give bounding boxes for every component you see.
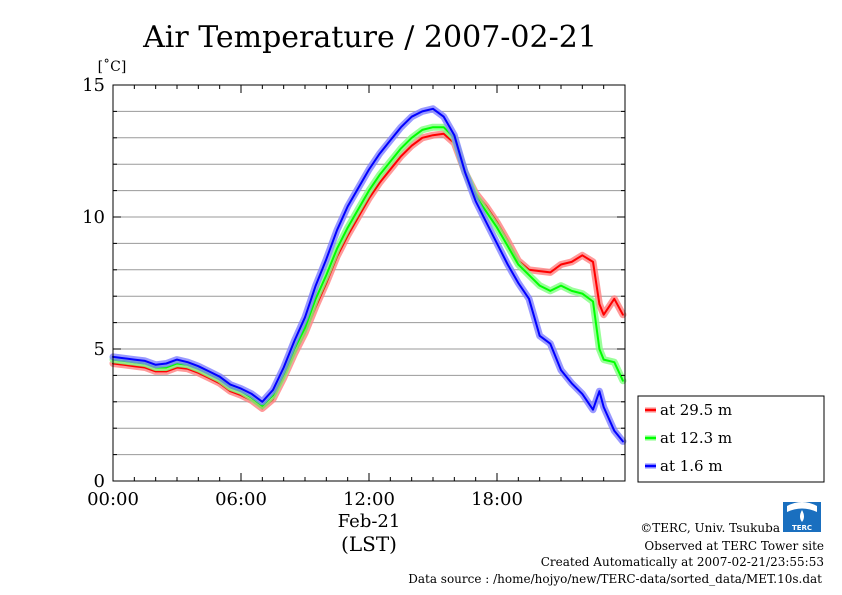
y-tick-label: 0	[94, 471, 105, 492]
x-tick-label: 12:00	[343, 489, 395, 510]
legend: at 29.5 m at 12.3 m at 1.6 m	[637, 395, 825, 483]
credit-site: Observed at TERC Tower site	[644, 539, 824, 553]
legend-box	[637, 395, 825, 483]
series-line-3	[112, 107, 624, 443]
x-date-label: Feb-21	[338, 511, 401, 532]
y-tick-label: 5	[94, 339, 105, 360]
chart-title: Air Temperature / 2007-02-21	[142, 20, 597, 55]
credit-created: Created Automatically at 2007-02-21/23:5…	[541, 555, 824, 569]
legend-label: at 12.3 m	[660, 429, 732, 447]
x-zone-label: (LST)	[341, 532, 397, 556]
legend-label: at 29.5 m	[660, 401, 732, 419]
series-layer	[109, 105, 627, 445]
y-axis-unit: [˚C]	[98, 58, 127, 75]
plot-frame	[112, 84, 626, 482]
logo-text: TERC	[792, 524, 812, 532]
x-tick-label: 06:00	[215, 489, 267, 510]
legend-label: at 1.6 m	[660, 457, 723, 475]
y-tick-label: 15	[82, 75, 105, 96]
x-tick-label: 00:00	[87, 489, 139, 510]
credit-copyright: ©TERC, Univ. Tsukuba	[640, 521, 780, 535]
series-line-1	[112, 132, 624, 410]
terc-logo: TERC	[783, 502, 821, 532]
x-tick-label: 18:00	[471, 489, 523, 510]
axis-ticks: 0 5 10 15 00:00 06:00 12:00 18:00	[82, 75, 626, 510]
credit-source: Data source : /home/hojyo/new/TERC-data/…	[408, 572, 822, 586]
y-tick-label: 10	[82, 207, 105, 228]
grid	[113, 110, 625, 456]
